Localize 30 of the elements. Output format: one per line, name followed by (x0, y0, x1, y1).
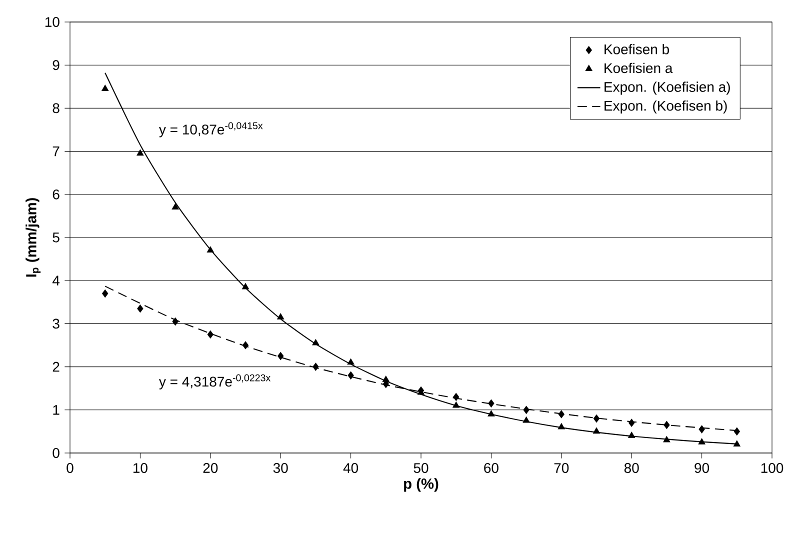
x-tick-label: 80 (624, 463, 639, 473)
y-tick-label: 9 (52, 60, 60, 70)
legend-label: Koefisen b (604, 44, 669, 54)
x-tick-label: 90 (694, 463, 710, 473)
y-tick-label: 5 (52, 232, 60, 242)
annotation: y = 10,87e$^{-0,0415x}$ (158, 122, 263, 138)
x-tick-label: 100 (761, 463, 784, 473)
y-tick-label: 6 (52, 189, 60, 200)
legend-label: Koefisien a (604, 62, 673, 74)
legend-label: Expon. (Koefisen b) (604, 100, 727, 114)
y-tick-label: 4 (52, 276, 60, 286)
y-tick-label: 10 (45, 17, 60, 27)
y-tick-label: 3 (52, 318, 60, 329)
y-tick-label: 2 (52, 362, 60, 372)
x-tick-label: 30 (273, 463, 288, 473)
y-tick-label: 1 (53, 405, 60, 415)
x-tick-label: 20 (203, 463, 218, 473)
x-tick-label: 40 (343, 463, 358, 473)
y-tick-label: 8 (52, 103, 60, 114)
x-tick-label: 70 (554, 463, 569, 473)
y-tick-label: 7 (52, 146, 60, 156)
y-axis-title: I$_{p}$ (mm/jam) (26, 198, 41, 277)
x-tick-label: 60 (484, 463, 498, 473)
x-tick-label: 10 (133, 463, 148, 473)
x-tick-label: 0 (66, 463, 74, 473)
annotation: y = 4,3187e$^{-0,0223x}$ (158, 374, 271, 390)
x-tick-label: 50 (414, 463, 428, 473)
legend-label: Expon. (Koefisien a) (604, 82, 730, 95)
x-axis-title: p (%) (404, 478, 438, 492)
y-tick-label: 0 (52, 448, 60, 458)
